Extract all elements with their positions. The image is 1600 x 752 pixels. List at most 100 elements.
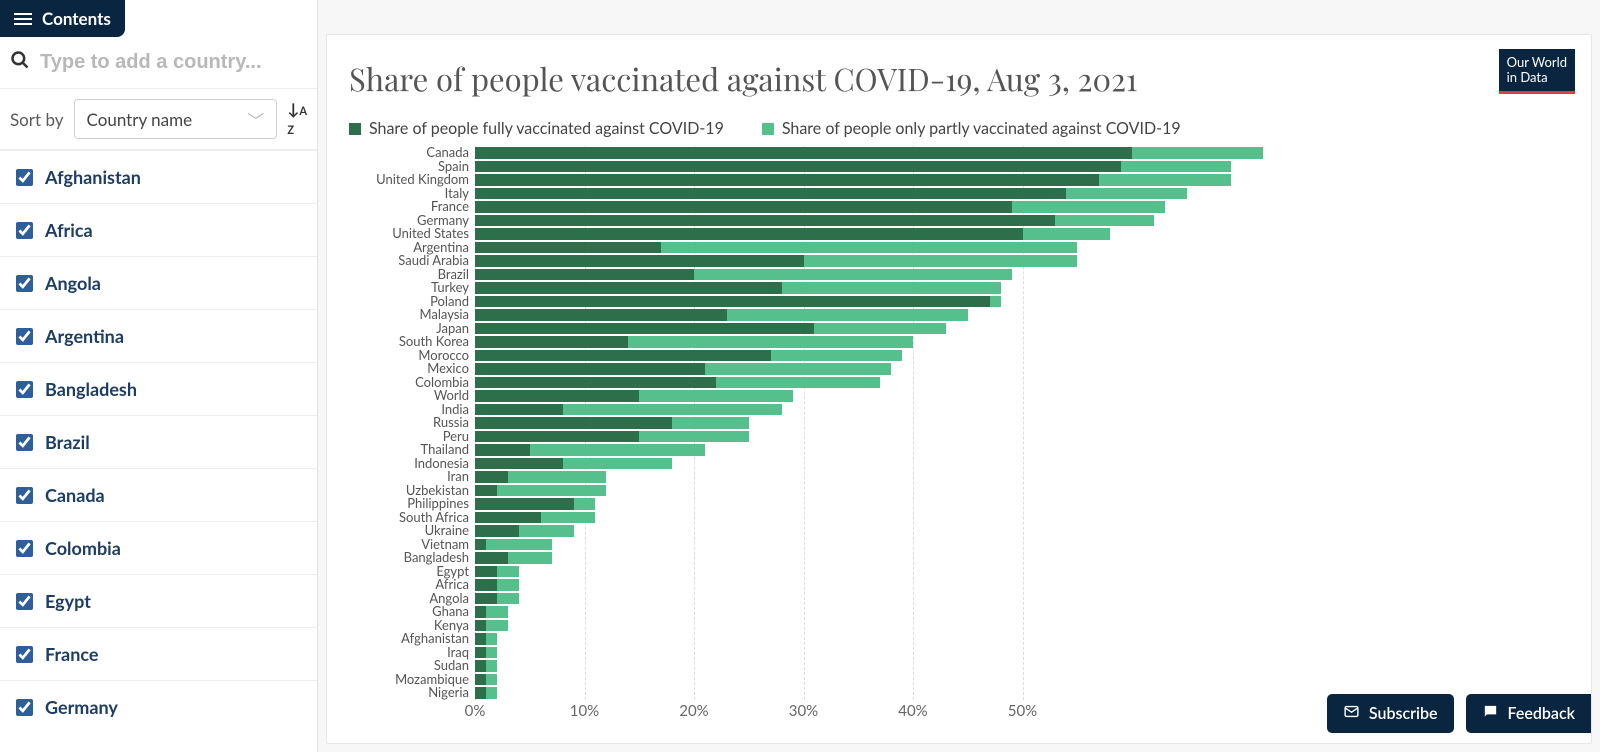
country-item[interactable]: Colombia bbox=[0, 521, 317, 574]
bar-row[interactable] bbox=[475, 457, 1569, 471]
bar-seg-partly bbox=[508, 552, 552, 564]
country-checkbox[interactable] bbox=[16, 540, 33, 557]
owid-badge-line1: Our World bbox=[1507, 54, 1567, 70]
bar-seg-fully bbox=[475, 566, 497, 578]
bar-seg-partly bbox=[574, 498, 596, 510]
bar-row[interactable] bbox=[475, 659, 1569, 673]
bar-seg-fully bbox=[475, 174, 1099, 186]
bar-row[interactable] bbox=[475, 416, 1569, 430]
contents-button[interactable]: Contents bbox=[0, 0, 125, 37]
legend-item-partly[interactable]: Share of people only partly vaccinated a… bbox=[762, 119, 1181, 138]
bar-row[interactable] bbox=[475, 295, 1569, 309]
bar-row[interactable] bbox=[475, 362, 1569, 376]
bar-row[interactable] bbox=[475, 565, 1569, 579]
country-checkbox[interactable] bbox=[16, 434, 33, 451]
bar-seg-partly bbox=[804, 255, 1078, 267]
bar-row[interactable] bbox=[475, 214, 1569, 228]
bar-row[interactable] bbox=[475, 605, 1569, 619]
bar-row[interactable] bbox=[475, 281, 1569, 295]
country-checkbox[interactable] bbox=[16, 169, 33, 186]
bar-row[interactable] bbox=[475, 646, 1569, 660]
country-item[interactable]: Germany bbox=[0, 680, 317, 733]
bar-row[interactable] bbox=[475, 632, 1569, 646]
bar-row[interactable] bbox=[475, 511, 1569, 525]
country-item[interactable]: France bbox=[0, 627, 317, 680]
bar-row[interactable] bbox=[475, 673, 1569, 687]
country-checkbox[interactable] bbox=[16, 222, 33, 239]
search-input[interactable] bbox=[40, 51, 308, 74]
bar-row[interactable] bbox=[475, 524, 1569, 538]
bar-seg-fully bbox=[475, 377, 716, 389]
bar-row[interactable] bbox=[475, 160, 1569, 174]
bar-row[interactable] bbox=[475, 389, 1569, 403]
bar-seg-fully bbox=[475, 269, 694, 281]
country-item[interactable]: Africa bbox=[0, 203, 317, 256]
bar-row[interactable] bbox=[475, 254, 1569, 268]
bar-seg-fully bbox=[475, 606, 486, 618]
country-checkbox[interactable] bbox=[16, 381, 33, 398]
bar-seg-partly bbox=[486, 633, 497, 645]
x-tick-label: 20% bbox=[679, 702, 708, 720]
country-item[interactable]: Angola bbox=[0, 256, 317, 309]
bar-row[interactable] bbox=[475, 335, 1569, 349]
bar-seg-partly bbox=[541, 512, 596, 524]
bar-row[interactable] bbox=[475, 376, 1569, 390]
bar-row[interactable] bbox=[475, 443, 1569, 457]
bar-seg-partly bbox=[1121, 161, 1231, 173]
bar-seg-fully bbox=[475, 161, 1121, 173]
country-item[interactable]: Bangladesh bbox=[0, 362, 317, 415]
bar-row[interactable] bbox=[475, 308, 1569, 322]
country-label: Africa bbox=[45, 219, 93, 241]
bar-row[interactable] bbox=[475, 322, 1569, 336]
country-item[interactable]: Egypt bbox=[0, 574, 317, 627]
bar-seg-partly bbox=[1023, 228, 1111, 240]
x-tick-label: 50% bbox=[1008, 702, 1037, 720]
bar-row[interactable] bbox=[475, 578, 1569, 592]
legend-label-partly: Share of people only partly vaccinated a… bbox=[782, 119, 1181, 138]
country-checkbox[interactable] bbox=[16, 699, 33, 716]
bar-row[interactable] bbox=[475, 268, 1569, 282]
bar-seg-partly bbox=[497, 579, 519, 591]
feedback-button[interactable]: Feedback bbox=[1466, 694, 1591, 733]
bar-row[interactable] bbox=[475, 227, 1569, 241]
bar-seg-partly bbox=[1099, 174, 1230, 186]
country-checkbox[interactable] bbox=[16, 646, 33, 663]
bar-seg-partly bbox=[639, 431, 749, 443]
country-item[interactable]: Afghanistan bbox=[0, 150, 317, 203]
bar-seg-partly bbox=[486, 660, 497, 672]
bar-row[interactable] bbox=[475, 349, 1569, 363]
bar-row[interactable] bbox=[475, 470, 1569, 484]
country-checkbox[interactable] bbox=[16, 593, 33, 610]
footer-buttons: Subscribe Feedback bbox=[1327, 694, 1591, 733]
country-checkbox[interactable] bbox=[16, 275, 33, 292]
bar-row[interactable] bbox=[475, 592, 1569, 606]
legend-item-fully[interactable]: Share of people fully vaccinated against… bbox=[349, 119, 724, 138]
bar-row[interactable] bbox=[475, 241, 1569, 255]
bar-row[interactable] bbox=[475, 173, 1569, 187]
bar-row[interactable] bbox=[475, 200, 1569, 214]
country-checkbox[interactable] bbox=[16, 487, 33, 504]
bar-row[interactable] bbox=[475, 538, 1569, 552]
bar-row[interactable] bbox=[475, 146, 1569, 160]
bar-row[interactable] bbox=[475, 187, 1569, 201]
bar-row[interactable] bbox=[475, 484, 1569, 498]
bar-row[interactable] bbox=[475, 497, 1569, 511]
subscribe-button[interactable]: Subscribe bbox=[1327, 694, 1454, 733]
country-checkbox[interactable] bbox=[16, 328, 33, 345]
bar-seg-partly bbox=[716, 377, 880, 389]
country-item[interactable]: Canada bbox=[0, 468, 317, 521]
sidebar: Contents Sort by Country name ﹀ ↓AZ Afgh… bbox=[0, 0, 318, 752]
bar-row[interactable] bbox=[475, 430, 1569, 444]
sort-select[interactable]: Country name ﹀ bbox=[74, 99, 278, 139]
bar-seg-partly bbox=[814, 323, 945, 335]
bar-row[interactable] bbox=[475, 619, 1569, 633]
bar-row[interactable] bbox=[475, 551, 1569, 565]
owid-badge[interactable]: Our World in Data bbox=[1499, 49, 1575, 94]
bar-row[interactable] bbox=[475, 403, 1569, 417]
x-tick-label: 30% bbox=[789, 702, 818, 720]
country-item[interactable]: Argentina bbox=[0, 309, 317, 362]
country-item[interactable]: Brazil bbox=[0, 415, 317, 468]
bar-seg-fully bbox=[475, 458, 563, 470]
sort-direction-toggle[interactable]: ↓AZ bbox=[287, 100, 307, 138]
bar-seg-fully bbox=[475, 147, 1132, 159]
